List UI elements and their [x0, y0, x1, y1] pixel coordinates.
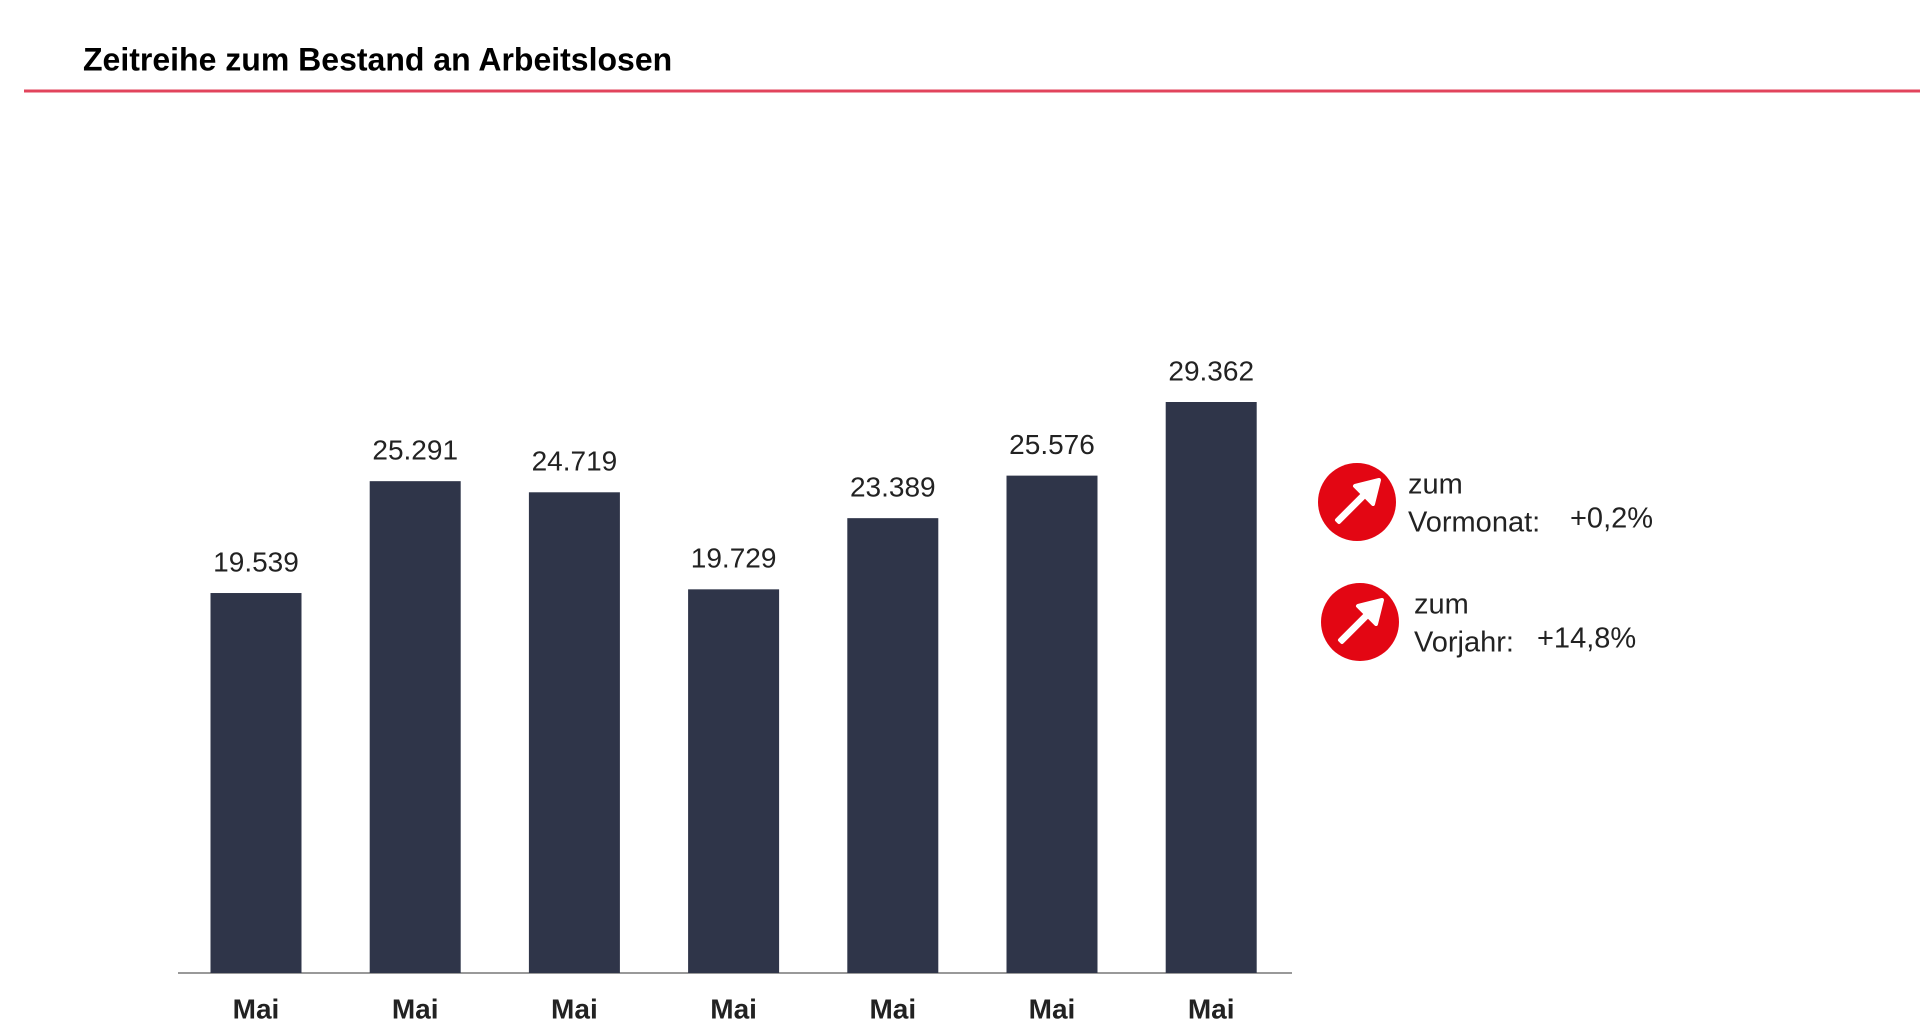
bar	[210, 593, 302, 973]
annotation-text: zum	[1408, 469, 1463, 501]
x-tick-label: Mai	[710, 993, 757, 1024]
subtitle: Zeitreihe zum Bestand an Arbeitslosen	[83, 41, 672, 77]
value-label: 25.576	[1009, 429, 1095, 460]
bar	[1165, 402, 1257, 973]
bar	[369, 481, 461, 973]
bar	[688, 589, 780, 973]
x-tick-label: Mai	[1029, 993, 1076, 1024]
bar	[528, 492, 620, 973]
x-tick-label: Mai	[233, 993, 280, 1024]
x-tick-label: Mai	[869, 993, 916, 1024]
annotation-text: zum	[1414, 589, 1469, 621]
x-tick-label: Mai	[551, 993, 598, 1024]
value-label: 19.539	[213, 546, 299, 577]
arrow-glyph	[1335, 478, 1381, 524]
value-label: 24.719	[532, 446, 618, 477]
value-label: 19.729	[691, 543, 777, 574]
bar	[1006, 475, 1098, 973]
change-indicator: zum Vorjahr: +14,8%	[1321, 583, 1636, 661]
change-indicator: zum Vormonat: +0,2%	[1318, 463, 1653, 541]
x-tick-label: Mai	[392, 993, 439, 1024]
value-label: 29.362	[1168, 355, 1254, 386]
arrow-glyph	[1338, 598, 1384, 644]
annotation-text: Vorjahr:	[1414, 627, 1514, 659]
annotation-text: Vormonat:	[1408, 507, 1540, 539]
x-tick-label: Mai	[1188, 993, 1235, 1024]
bar	[847, 518, 939, 973]
value-label: 25.291	[372, 435, 458, 466]
annotation-change: +0,2%	[1570, 503, 1653, 535]
annotation-change: +14,8%	[1537, 623, 1636, 655]
value-label: 23.389	[850, 472, 936, 503]
